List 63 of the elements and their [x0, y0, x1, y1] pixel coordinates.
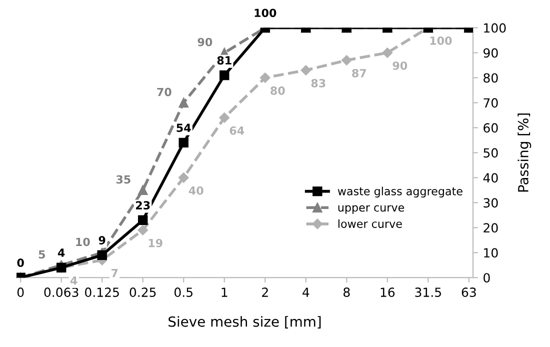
point	[138, 225, 148, 236]
point	[138, 185, 148, 196]
y-tick-label: 50	[484, 148, 498, 158]
point	[220, 70, 230, 80]
y-tick-label: 90	[484, 48, 498, 58]
x-tick-label: 0.25	[130, 288, 156, 297]
y-axis-title: Passing [%]	[518, 114, 532, 192]
data-label: 64	[230, 126, 244, 135]
point	[97, 250, 107, 260]
x-tick-label: 8	[344, 288, 350, 297]
x-axis-title: Sieve mesh size [mm]	[168, 316, 321, 328]
legend-label: lower curve	[338, 219, 402, 228]
x-tick-label: 0.125	[85, 288, 119, 297]
y-tick-label: 0	[484, 273, 490, 283]
point	[178, 138, 188, 148]
data-label: 54	[176, 124, 191, 132]
x-tick-label: 4	[302, 288, 310, 297]
data-label: 35	[116, 175, 130, 184]
point	[219, 112, 230, 123]
x-tick-label: 0.063	[44, 288, 78, 297]
data-label: 40	[188, 186, 204, 195]
y-tick-label: 40	[483, 173, 498, 183]
y-tick-label: 10	[484, 248, 498, 258]
legend-label: waste glass aggregate	[338, 186, 462, 198]
y-tick-label: 70	[484, 98, 498, 108]
x-tick-label: 16	[380, 288, 395, 297]
data-label: 4	[70, 276, 78, 285]
y-tick-label: 30	[484, 198, 498, 208]
point	[300, 65, 312, 76]
point	[178, 172, 189, 183]
data-label: 81	[217, 56, 232, 65]
y-tick-label: 60	[484, 123, 498, 133]
data-label: 0	[17, 258, 24, 267]
data-label: 90	[198, 38, 212, 46]
data-label: 23	[136, 201, 150, 210]
point	[260, 72, 270, 83]
y-tick-label: 20	[484, 223, 498, 233]
data-label: 100	[430, 36, 452, 45]
x-tick-label: 63	[462, 288, 476, 297]
x-tick-label: 2	[262, 288, 268, 297]
y-tick-label: 80	[484, 73, 498, 83]
data-label: 83	[311, 78, 326, 88]
data-label: 100	[254, 8, 276, 18]
data-label: 4	[58, 248, 65, 257]
x-tick-label: 31.5	[415, 288, 441, 297]
data-label: 87	[352, 68, 366, 78]
y-tick-label: 100	[484, 23, 506, 33]
data-label: 19	[148, 238, 162, 248]
data-label: 5	[38, 250, 45, 259]
data-label: 9	[98, 236, 106, 244]
data-label: 90	[392, 61, 408, 70]
point	[178, 98, 188, 108]
data-label: 80	[270, 86, 285, 95]
data-label: 70	[157, 88, 172, 96]
point	[138, 215, 148, 225]
legend-label: upper curve	[338, 205, 404, 214]
point	[342, 55, 352, 66]
x-tick-label: 1	[222, 288, 228, 297]
data-label: 10	[76, 238, 90, 246]
x-tick-label: 0.5	[174, 288, 192, 297]
x-tick-label: 0	[17, 288, 24, 297]
point	[382, 48, 393, 58]
data-label: 7	[111, 268, 118, 278]
